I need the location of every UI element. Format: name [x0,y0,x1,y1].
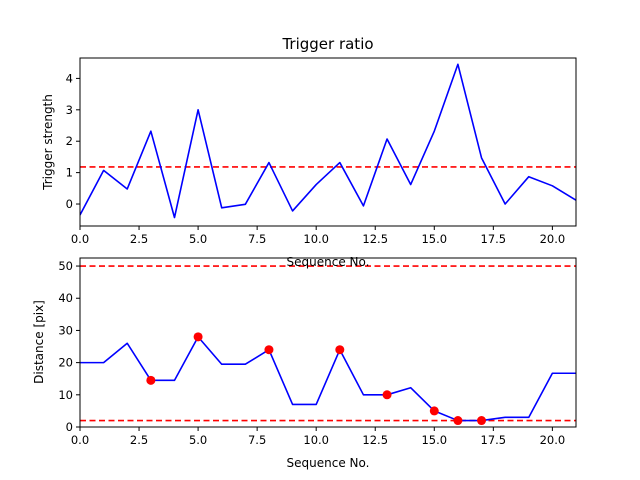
bottom-panel: 0.0 2.5 5.0 7.5 10.0 12.5 15.0 17.5 20.0 0 10 20 30 4… [58,257,577,447]
bottom-marker-point [264,345,274,355]
top-y-tick-label: 4 [66,71,73,85]
bottom-marker-point [193,332,203,342]
top-y-tick-label: 1 [66,166,73,180]
bottom-x-tick-label: 17.5 [481,433,507,447]
bottom-marker-point [453,416,463,426]
bottom-x-tick-label: 15.0 [421,433,447,447]
top-x-tick-label: 20.0 [540,232,566,246]
bottom-x-tick-label: 10.0 [303,433,329,447]
top-x-tick-label: 15.0 [421,232,447,246]
top-x-tick-label: 12.5 [362,232,388,246]
top-y-tick-label: 0 [66,197,73,211]
bottom-y-tick-label: 0 [66,420,73,434]
top-axes-frame [79,57,577,227]
bottom-x-tick-label: 12.5 [362,433,388,447]
bottom-marker-point [382,390,392,400]
top-x-tick-label: 7.5 [248,232,266,246]
chart-title: Trigger ratio [281,35,373,53]
bottom-marker-point [477,416,487,426]
top-y-tick-label: 2 [66,134,73,148]
top-x-tick-label: 2.5 [130,232,148,246]
bottom-y-tick-label: 10 [58,388,73,402]
bottom-y-tick-label: 40 [58,291,73,305]
bottom-marker-point [429,406,439,416]
top-plot-area [80,63,576,219]
top-panel: 0.0 2.5 5.0 7.5 10.0 12.5 15.0 17.5 20.0 0 1 2 3 4 [66,57,577,246]
bottom-y-tick-label: 30 [58,323,73,337]
top-x-tick-label: 0.0 [71,232,89,246]
top-x-tick-label: 5.0 [189,232,207,246]
bottom-x-axis-label: Sequence No. [287,456,370,470]
bottom-axes-frame [79,257,577,428]
top-y-tick-label: 3 [66,103,73,117]
bottom-plot-area [80,265,576,426]
top-x-tick-label: 10.0 [303,232,329,246]
bottom-x-tick-label: 5.0 [189,433,207,447]
top-x-axis-label: Sequence No. [287,255,370,269]
bottom-marker-point [335,345,345,355]
bottom-y-tick-label: 20 [58,356,73,370]
bottom-x-tick-label: 7.5 [248,433,266,447]
bottom-y-axis-label: Distance [pix] [32,300,46,384]
top-x-tick-label: 17.5 [481,232,507,246]
top-series-line [80,63,576,219]
bottom-x-tick-label: 20.0 [540,433,566,447]
bottom-x-tick-label: 2.5 [130,433,148,447]
bottom-series-line [80,336,576,422]
bottom-x-tick-label: 0.0 [71,433,89,447]
bottom-y-tick-label: 50 [58,259,73,273]
top-y-axis-label: Trigger strength [41,94,55,191]
bottom-marker-point [146,375,156,385]
